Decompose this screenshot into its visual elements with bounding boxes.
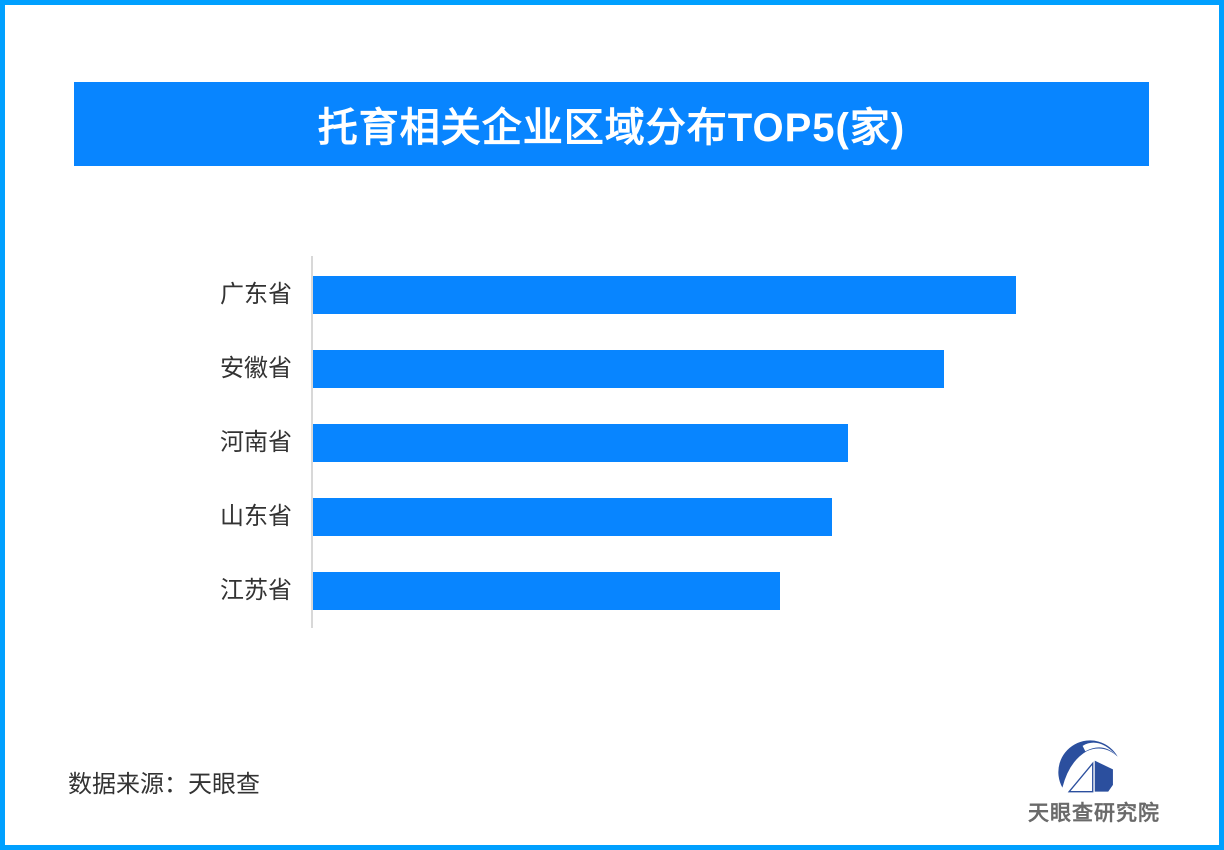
y-axis-line: [311, 256, 313, 628]
data-source-label: 数据来源：天眼查: [68, 771, 260, 798]
chart-title-banner: 托育相关企业区域分布TOP5(家): [74, 82, 1149, 166]
y-axis-label: 河南省: [220, 429, 292, 456]
tianyancha-logo-icon: [1058, 740, 1118, 793]
tianyancha-logo-text: 天眼查研究院: [1028, 802, 1160, 825]
y-axis-label: 安徽省: [220, 355, 292, 382]
chart-bar: [313, 424, 848, 462]
y-axis-label: 山东省: [220, 503, 292, 530]
y-axis-label: 江苏省: [220, 577, 292, 604]
chart-bar: [313, 350, 944, 388]
chart-bar: [313, 498, 832, 536]
chart-bar: [313, 572, 780, 610]
chart-bar: [313, 276, 1016, 314]
chart-title: 托育相关企业区域分布TOP5(家): [317, 106, 906, 150]
y-axis-label: 广东省: [220, 281, 292, 308]
